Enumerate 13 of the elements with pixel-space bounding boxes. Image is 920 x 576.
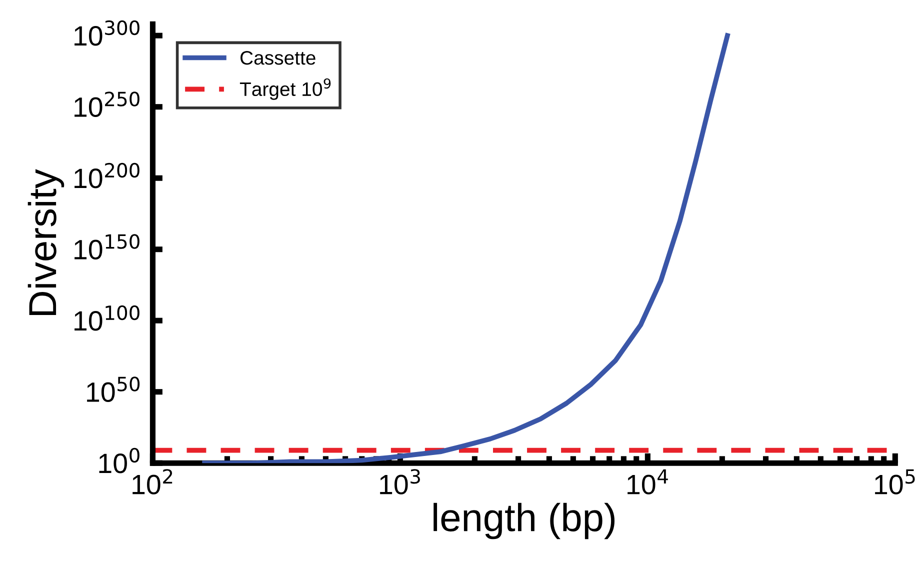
x-tick-label: 10$^{5}$ (875, 469, 915, 494)
y-tick-label: 10$^{50}$ (87, 376, 140, 402)
x-axis-title: length (bp) (434, 502, 614, 540)
legend-label: Target 10$^{9}$ (240, 78, 331, 100)
y-tick-label: 10$^{100}$ (74, 305, 140, 331)
y-tick-label: 10$^{200}$ (74, 162, 140, 188)
y-tick-label: 10$^{150}$ (74, 234, 140, 260)
y-axis-title: Diversity (28, 169, 64, 315)
y-tick-label: 10$^{250}$ (74, 92, 140, 117)
x-tick-label: 10$^{4}$ (628, 469, 668, 494)
legend-label: Cassette (240, 50, 316, 65)
y-tick-label: 10$^{300}$ (74, 20, 140, 46)
x-tick-label: 10$^{3}$ (380, 469, 420, 494)
